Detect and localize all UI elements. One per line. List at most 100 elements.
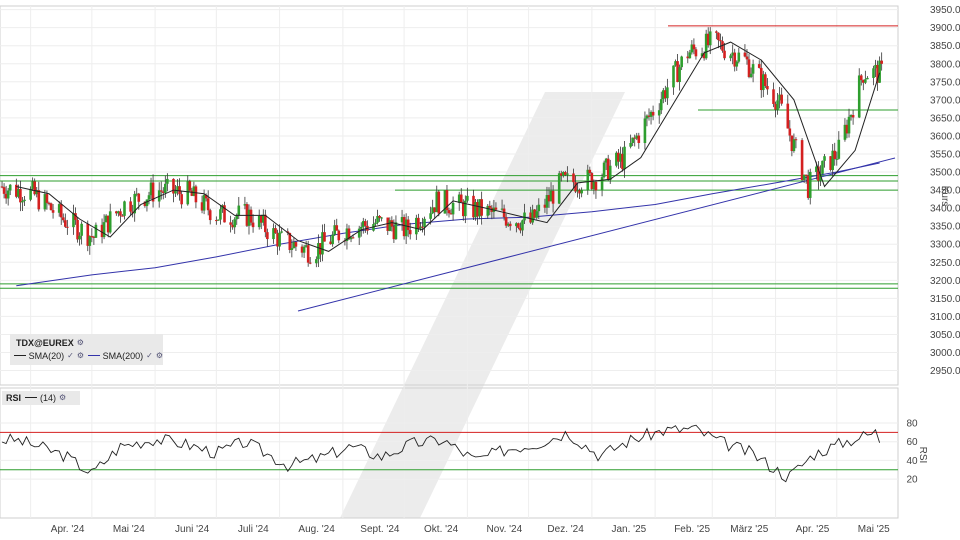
candle-body: [143, 201, 147, 207]
candle-body: [6, 190, 10, 199]
candle-body: [145, 199, 149, 207]
candle-body: [29, 188, 32, 200]
candle-body: [447, 210, 451, 214]
candle-body: [506, 223, 510, 226]
candle-body: [151, 182, 155, 202]
candle-body: [794, 139, 798, 141]
candle-body: [857, 75, 861, 118]
candle-body: [104, 215, 108, 223]
candle-body: [321, 232, 324, 255]
candle-body: [278, 232, 281, 247]
rsi-legend: RSI (14) ⚙: [2, 391, 80, 405]
x-tick-label: Aug. '24: [298, 524, 335, 535]
candle-body: [543, 204, 547, 208]
candle-body: [678, 67, 681, 83]
candle-body: [194, 186, 198, 203]
candle-body: [649, 111, 653, 117]
candle-body: [378, 215, 381, 218]
candle-body: [15, 184, 18, 197]
candle-body: [59, 204, 63, 218]
y-tick-label: 3200.00: [930, 276, 960, 287]
candle-body: [629, 142, 632, 147]
y-tick-label: 3800.00: [930, 59, 960, 70]
y-tick-label: 3300.00: [930, 240, 960, 251]
candle-body: [35, 190, 39, 195]
candle-body: [123, 201, 126, 216]
candle-body: [315, 259, 318, 264]
candle-body: [623, 146, 626, 170]
candle-body: [619, 153, 622, 162]
candle-body: [472, 195, 475, 218]
candle-body: [435, 191, 439, 213]
candle-body: [274, 228, 277, 234]
candle-body: [764, 74, 767, 86]
candle-body: [876, 64, 879, 83]
candle-body: [566, 173, 569, 175]
candle-body: [651, 111, 655, 116]
candle-body: [792, 139, 796, 152]
y-axis-title: Kurs: [939, 186, 950, 207]
candle-body: [64, 220, 67, 227]
y-tick-label: 3900.00: [930, 23, 960, 34]
candle-body: [72, 213, 75, 228]
y-tick-label: 3000.00: [930, 348, 960, 359]
candle-body: [280, 231, 283, 233]
candle-body: [90, 236, 94, 238]
candle-body: [737, 52, 741, 62]
check-icon[interactable]: ✓: [146, 351, 153, 360]
legend-swatch-sma200: [88, 355, 100, 356]
candle-body: [261, 214, 265, 223]
candle-body: [449, 213, 453, 215]
settings-icon[interactable]: ⚙: [59, 393, 67, 402]
candle-body: [49, 203, 53, 211]
legend-sma200-label: SMA(200): [102, 350, 144, 361]
check-icon[interactable]: ✓: [67, 351, 74, 360]
candle-body: [576, 190, 579, 192]
y-tick-label: 3850.00: [930, 41, 960, 52]
candle-body: [429, 213, 432, 219]
rsi-tick-label: 80: [906, 419, 918, 430]
candle-body: [392, 226, 396, 240]
sma200-line: [16, 162, 880, 287]
candle-body: [351, 237, 355, 239]
candle-body: [708, 31, 712, 46]
settings-icon[interactable]: ⚙: [155, 351, 163, 360]
candle-body: [645, 115, 649, 119]
candle-body: [829, 156, 832, 170]
candle-body: [586, 169, 590, 191]
candle-body: [823, 156, 826, 161]
candle-body: [817, 166, 820, 181]
candle-body: [406, 219, 410, 231]
candle-body: [119, 211, 122, 216]
candle-body: [772, 89, 775, 104]
rsi-panel-frame: [0, 387, 899, 519]
candle-body: [43, 194, 47, 210]
candle-body: [833, 150, 837, 159]
y-tick-label: 3500.00: [930, 168, 960, 179]
candle-body: [443, 190, 447, 214]
candle-body: [431, 207, 434, 214]
candle-body: [451, 202, 455, 215]
candle-body: [229, 222, 232, 225]
candle-body: [337, 230, 341, 241]
candle-body: [66, 226, 69, 228]
candle-body: [190, 190, 194, 196]
candle-body: [837, 139, 841, 159]
candle-body: [723, 50, 726, 59]
candle-body: [137, 193, 141, 202]
candle-body: [51, 210, 55, 213]
candle-body: [847, 116, 851, 134]
candle-body: [500, 208, 504, 210]
candle-body: [102, 222, 106, 238]
candle-body: [757, 64, 761, 68]
candle-body: [31, 181, 34, 189]
settings-icon[interactable]: ⚙: [76, 338, 84, 347]
x-tick-label: Okt. '24: [424, 524, 459, 535]
candle-body: [547, 195, 551, 202]
candle-body: [57, 204, 61, 213]
candle-body: [4, 193, 8, 199]
x-tick-label: Juli '24: [238, 524, 269, 535]
settings-icon[interactable]: ⚙: [76, 351, 84, 360]
legend-swatch-sma20: [14, 355, 26, 356]
candle-body: [743, 52, 747, 57]
